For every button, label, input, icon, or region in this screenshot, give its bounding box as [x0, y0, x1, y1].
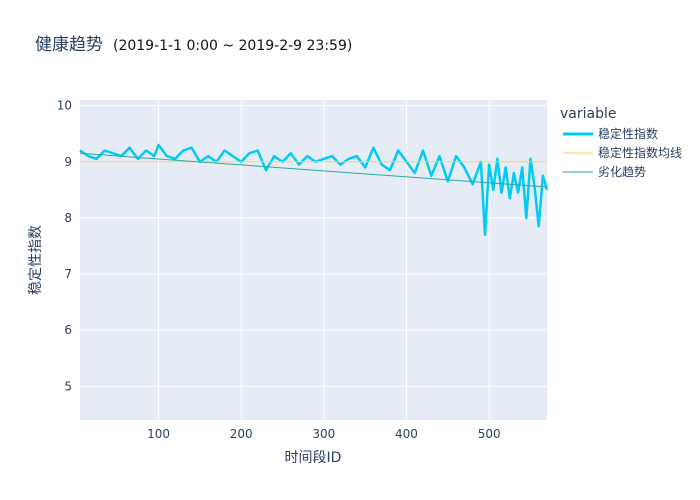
legend-label: 稳定性指数均线 [598, 145, 682, 160]
y-tick-label: 7 [64, 267, 72, 281]
y-tick-label: 5 [64, 379, 72, 393]
plot-area [80, 100, 547, 420]
legend-item[interactable]: 劣化趋势 [563, 165, 646, 179]
y-tick-label: 8 [64, 211, 72, 225]
x-tick-label: 500 [478, 427, 501, 441]
legend-item[interactable]: 稳定性指数 [563, 126, 658, 141]
y-tick-label: 10 [57, 99, 72, 113]
x-axis-title: 时间段ID [285, 450, 342, 466]
y-tick-labels: 5 6 7 8 9 10 [57, 99, 72, 394]
chart-title: 健康趋势 [35, 35, 103, 55]
series-line-2 [79, 152, 548, 188]
x-tick-label: 200 [230, 427, 253, 441]
legend-item[interactable]: 稳定性指数均线 [563, 145, 682, 160]
legend-label: 劣化趋势 [598, 165, 646, 179]
x-tick-labels: 100 200 300 400 500 [147, 427, 501, 441]
x-tick-label: 400 [395, 427, 418, 441]
y-tick-label: 9 [64, 155, 72, 169]
legend-label: 稳定性指数 [598, 126, 658, 141]
chart-subtitle: (2019-1-1 0:00 ~ 2019-2-9 23:59) [113, 38, 352, 54]
x-tick-label: 300 [312, 427, 335, 441]
y-axis-title: 稳定性指数 [28, 225, 44, 295]
legend-title: variable [560, 106, 616, 122]
x-tick-label: 100 [147, 427, 170, 441]
y-tick-label: 6 [64, 323, 72, 337]
series-layer [79, 143, 549, 236]
